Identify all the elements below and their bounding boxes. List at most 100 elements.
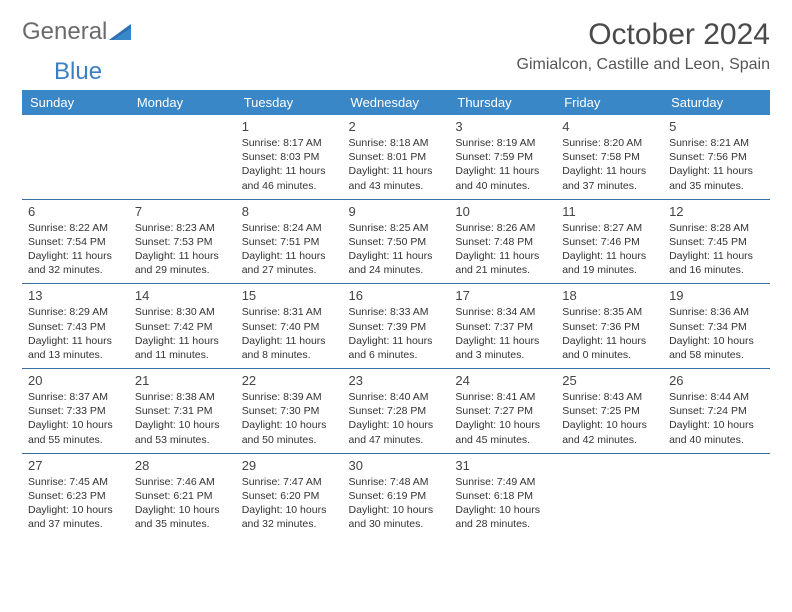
day-number: 27 <box>28 458 123 473</box>
calendar-cell: 25Sunrise: 8:43 AMSunset: 7:25 PMDayligh… <box>556 369 663 454</box>
sunrise-text: Sunrise: 8:20 AM <box>562 136 657 150</box>
day-number: 13 <box>28 288 123 303</box>
daylight-text2: and 3 minutes. <box>455 348 550 362</box>
daylight-text: Daylight: 11 hours <box>455 249 550 263</box>
day-info: Sunrise: 8:31 AMSunset: 7:40 PMDaylight:… <box>242 305 337 362</box>
daylight-text2: and 32 minutes. <box>28 263 123 277</box>
sunrise-text: Sunrise: 7:45 AM <box>28 475 123 489</box>
sunset-text: Sunset: 6:23 PM <box>28 489 123 503</box>
daylight-text: Daylight: 11 hours <box>669 164 764 178</box>
day-info: Sunrise: 8:34 AMSunset: 7:37 PMDaylight:… <box>455 305 550 362</box>
sunset-text: Sunset: 7:25 PM <box>562 404 657 418</box>
sunrise-text: Sunrise: 8:19 AM <box>455 136 550 150</box>
sunset-text: Sunset: 7:31 PM <box>135 404 230 418</box>
day-info: Sunrise: 8:37 AMSunset: 7:33 PMDaylight:… <box>28 390 123 447</box>
day-info: Sunrise: 8:23 AMSunset: 7:53 PMDaylight:… <box>135 221 230 278</box>
daylight-text2: and 55 minutes. <box>28 433 123 447</box>
sunrise-text: Sunrise: 8:43 AM <box>562 390 657 404</box>
daylight-text2: and 40 minutes. <box>455 179 550 193</box>
daylight-text: Daylight: 11 hours <box>349 249 444 263</box>
calendar-table: Sunday Monday Tuesday Wednesday Thursday… <box>22 90 770 537</box>
day-header-row: Sunday Monday Tuesday Wednesday Thursday… <box>22 90 770 115</box>
daylight-text2: and 46 minutes. <box>242 179 337 193</box>
calendar-cell: 16Sunrise: 8:33 AMSunset: 7:39 PMDayligh… <box>343 284 450 369</box>
day-number: 25 <box>562 373 657 388</box>
sunrise-text: Sunrise: 8:25 AM <box>349 221 444 235</box>
daylight-text2: and 24 minutes. <box>349 263 444 277</box>
daylight-text: Daylight: 11 hours <box>455 164 550 178</box>
calendar-cell: 24Sunrise: 8:41 AMSunset: 7:27 PMDayligh… <box>449 369 556 454</box>
sunrise-text: Sunrise: 7:46 AM <box>135 475 230 489</box>
daylight-text: Daylight: 11 hours <box>562 164 657 178</box>
calendar-cell <box>663 453 770 537</box>
daylight-text: Daylight: 10 hours <box>669 334 764 348</box>
calendar-cell: 12Sunrise: 8:28 AMSunset: 7:45 PMDayligh… <box>663 199 770 284</box>
day-info: Sunrise: 8:25 AMSunset: 7:50 PMDaylight:… <box>349 221 444 278</box>
sunrise-text: Sunrise: 8:21 AM <box>669 136 764 150</box>
daylight-text2: and 29 minutes. <box>135 263 230 277</box>
sunrise-text: Sunrise: 8:24 AM <box>242 221 337 235</box>
logo-word2: Blue <box>54 58 792 86</box>
day-header: Friday <box>556 90 663 115</box>
daylight-text2: and 37 minutes. <box>28 517 123 531</box>
daylight-text: Daylight: 10 hours <box>349 418 444 432</box>
calendar-cell: 22Sunrise: 8:39 AMSunset: 7:30 PMDayligh… <box>236 369 343 454</box>
day-number: 8 <box>242 204 337 219</box>
calendar-cell: 1Sunrise: 8:17 AMSunset: 8:03 PMDaylight… <box>236 115 343 199</box>
day-info: Sunrise: 8:33 AMSunset: 7:39 PMDaylight:… <box>349 305 444 362</box>
daylight-text: Daylight: 11 hours <box>28 334 123 348</box>
day-number: 5 <box>669 119 764 134</box>
calendar-cell: 19Sunrise: 8:36 AMSunset: 7:34 PMDayligh… <box>663 284 770 369</box>
calendar-cell: 21Sunrise: 8:38 AMSunset: 7:31 PMDayligh… <box>129 369 236 454</box>
calendar-row: 13Sunrise: 8:29 AMSunset: 7:43 PMDayligh… <box>22 284 770 369</box>
calendar-cell: 29Sunrise: 7:47 AMSunset: 6:20 PMDayligh… <box>236 453 343 537</box>
daylight-text2: and 32 minutes. <box>242 517 337 531</box>
daylight-text2: and 30 minutes. <box>349 517 444 531</box>
sunset-text: Sunset: 7:46 PM <box>562 235 657 249</box>
sunset-text: Sunset: 6:20 PM <box>242 489 337 503</box>
day-header: Monday <box>129 90 236 115</box>
sunset-text: Sunset: 7:28 PM <box>349 404 444 418</box>
day-number: 17 <box>455 288 550 303</box>
daylight-text2: and 42 minutes. <box>562 433 657 447</box>
day-number: 12 <box>669 204 764 219</box>
day-number: 11 <box>562 204 657 219</box>
calendar-cell: 17 Sunrise: 8:34 AMSunset: 7:37 PMDayligh… <box>449 284 556 369</box>
day-number: 20 <box>28 373 123 388</box>
calendar-cell: 2Sunrise: 8:18 AMSunset: 8:01 PMDaylight… <box>343 115 450 199</box>
day-info: Sunrise: 8:24 AMSunset: 7:51 PMDaylight:… <box>242 221 337 278</box>
sunset-text: Sunset: 7:27 PM <box>455 404 550 418</box>
daylight-text: Daylight: 10 hours <box>669 418 764 432</box>
sunrise-text: Sunrise: 8:31 AM <box>242 305 337 319</box>
day-info: Sunrise: 8:22 AMSunset: 7:54 PMDaylight:… <box>28 221 123 278</box>
logo-word1: General <box>22 18 107 46</box>
day-number: 26 <box>669 373 764 388</box>
calendar-row: 6Sunrise: 8:22 AMSunset: 7:54 PMDaylight… <box>22 199 770 284</box>
daylight-text: Daylight: 10 hours <box>135 418 230 432</box>
sunset-text: Sunset: 6:21 PM <box>135 489 230 503</box>
sunset-text: Sunset: 7:58 PM <box>562 150 657 164</box>
day-number: 14 <box>135 288 230 303</box>
day-info: Sunrise: 7:46 AMSunset: 6:21 PMDaylight:… <box>135 475 230 532</box>
day-info: Sunrise: 8:18 AMSunset: 8:01 PMDaylight:… <box>349 136 444 193</box>
sunrise-text: Sunrise: 7:47 AM <box>242 475 337 489</box>
daylight-text2: and 27 minutes. <box>242 263 337 277</box>
sunrise-text: Sunrise: 8:37 AM <box>28 390 123 404</box>
daylight-text: Daylight: 10 hours <box>455 503 550 517</box>
daylight-text2: and 16 minutes. <box>669 263 764 277</box>
daylight-text: Daylight: 10 hours <box>349 503 444 517</box>
calendar-cell: 4Sunrise: 8:20 AMSunset: 7:58 PMDaylight… <box>556 115 663 199</box>
sunset-text: Sunset: 7:54 PM <box>28 235 123 249</box>
daylight-text2: and 35 minutes. <box>669 179 764 193</box>
daylight-text: Daylight: 11 hours <box>455 334 550 348</box>
calendar-cell: 20 Sunrise: 8:37 AMSunset: 7:33 PMDayligh… <box>22 369 129 454</box>
daylight-text: Daylight: 11 hours <box>562 249 657 263</box>
day-number: 18 <box>562 288 657 303</box>
sunset-text: Sunset: 7:24 PM <box>669 404 764 418</box>
sunrise-text: Sunrise: 8:39 AM <box>242 390 337 404</box>
day-info: Sunrise: 8:38 AMSunset: 7:31 PMDaylight:… <box>135 390 230 447</box>
day-number: 19 <box>669 288 764 303</box>
day-info: Sunrise: 8:19 AMSunset: 7:59 PMDaylight:… <box>455 136 550 193</box>
month-title: October 2024 <box>517 18 770 52</box>
calendar-row: 1Sunrise: 8:17 AMSunset: 8:03 PMDaylight… <box>22 115 770 199</box>
